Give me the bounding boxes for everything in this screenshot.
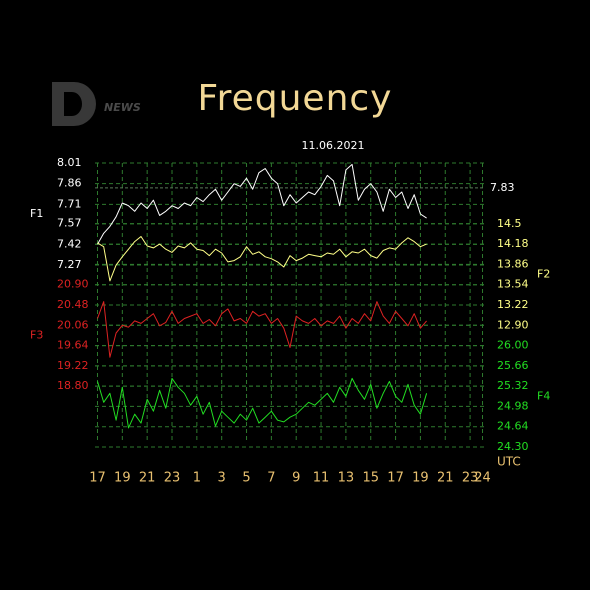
x-tick-label: 9 <box>292 471 300 486</box>
y-tick-label: 8.01 <box>57 156 82 169</box>
x-tick-label: 5 <box>242 471 250 486</box>
y-tick-label: 14.5 <box>497 217 522 230</box>
y-tick-label: 20.06 <box>57 318 89 331</box>
x-tick-label: 21 <box>437 471 454 486</box>
y-tick-label: 25.66 <box>497 359 529 372</box>
y-tick-label: 7.57 <box>57 217 82 230</box>
logo-text: NEWS <box>104 101 141 114</box>
axis-name: F2 <box>537 268 550 281</box>
x-tick-label: 17 <box>89 471 106 486</box>
series-line <box>97 301 427 358</box>
y-tick-label: 19.22 <box>57 359 89 372</box>
x-tick-label: 19 <box>114 471 131 486</box>
x-tick-label: 7 <box>267 471 275 486</box>
y-tick-label: 26.00 <box>497 339 529 352</box>
y-tick-label: 20.90 <box>57 278 89 291</box>
y-tick-label: 7.71 <box>57 197 82 210</box>
axis-name: F3 <box>30 328 43 341</box>
y-tick-label: 14.18 <box>497 237 529 250</box>
y-tick-label: 25.32 <box>497 379 529 392</box>
y-tick-label: 13.86 <box>497 257 529 270</box>
logo-mark <box>52 82 96 126</box>
y-tick-label: 24.98 <box>497 399 529 412</box>
y-tick-label: 24.64 <box>497 420 529 433</box>
y-tick-label: 7.27 <box>57 258 82 271</box>
x-tick-label: 1 <box>193 471 201 486</box>
x-tick-label: 17 <box>387 471 404 486</box>
x-tick-label: 21 <box>139 471 156 486</box>
logo: NEWS <box>52 82 141 126</box>
axis-name: F1 <box>30 207 43 220</box>
y-tick-label: 13.22 <box>497 298 529 311</box>
x-tick-label: 23 <box>164 471 181 486</box>
x-axis-label: UTC <box>497 455 521 469</box>
series-line <box>97 163 427 245</box>
y-tick-label: 19.64 <box>57 339 89 352</box>
x-tick-label: 23 <box>462 471 479 486</box>
x-tick-label: 24 <box>474 471 491 486</box>
x-tick-label: 3 <box>218 471 226 486</box>
y-tick-label: 7.42 <box>57 237 82 250</box>
y-tick-label: 24.30 <box>497 440 529 453</box>
y-tick-label: 18.80 <box>57 379 89 392</box>
chart-subtitle: 11.06.2021 <box>302 139 365 152</box>
reference-label: 7.83 <box>490 181 515 194</box>
chart-title: Frequency <box>198 78 393 119</box>
series-line <box>97 377 428 429</box>
axis-name: F4 <box>537 389 550 402</box>
x-tick-label: 13 <box>338 471 355 486</box>
x-tick-label: 11 <box>313 471 330 486</box>
x-tick-label: 19 <box>412 471 429 486</box>
y-tick-label: 7.86 <box>57 177 82 190</box>
series-line <box>97 236 427 282</box>
y-tick-label: 20.48 <box>57 298 89 311</box>
x-tick-label: 15 <box>362 471 379 486</box>
y-tick-label: 13.54 <box>497 278 529 291</box>
y-tick-label: 12.90 <box>497 318 529 331</box>
